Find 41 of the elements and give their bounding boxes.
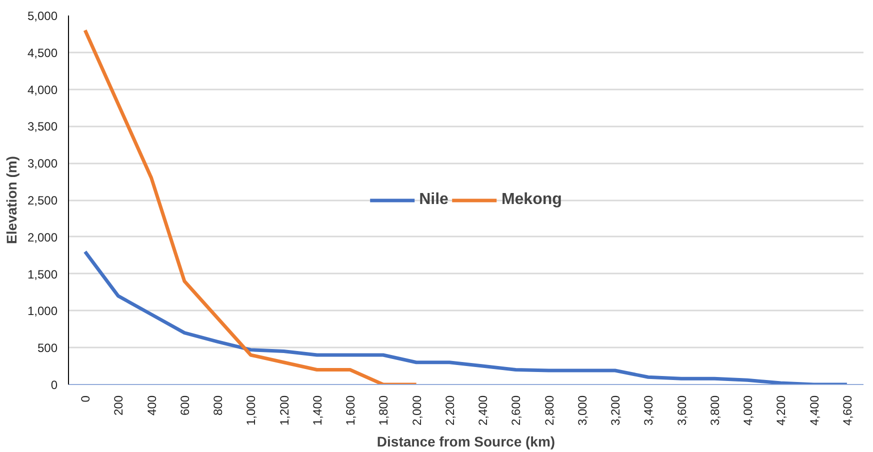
x-tick-label: 3,200 [608, 395, 623, 426]
y-tick-label: 500 [37, 341, 58, 356]
x-tick-label: 1,400 [310, 395, 324, 426]
x-tick-label: 1,800 [376, 395, 391, 426]
x-tick-label: 3,600 [674, 395, 689, 426]
x-tick-label: 2,000 [410, 395, 424, 426]
x-tick-label: 3,000 [575, 395, 590, 426]
x-tick-label: 1,200 [277, 395, 292, 426]
x-tick-label: 4,600 [840, 395, 854, 426]
x-tick-label: 1,600 [344, 395, 358, 426]
legend-label: Nile [419, 190, 448, 208]
x-tick-label: 3,400 [642, 395, 656, 426]
x-tick-label: 2,200 [442, 395, 457, 426]
x-tick-label: 0 [78, 395, 93, 402]
x-tick-label: 2,400 [476, 395, 490, 426]
x-tick-label: 1,000 [244, 395, 258, 426]
line-series [83, 28, 418, 384]
y-tick-label: 2,000 [27, 230, 58, 244]
x-tick-label: 2,600 [509, 395, 524, 426]
x-tick-label: 400 [144, 395, 159, 416]
x-tick-label: 2,800 [542, 395, 556, 426]
y-tick-label: 3,000 [27, 156, 58, 171]
x-axis-title: Distance from Source (km) [376, 434, 556, 450]
legend-label: Mekong [501, 190, 562, 208]
x-tick-label: 800 [211, 395, 226, 416]
y-tick-label: 0 [50, 378, 58, 392]
x-tick-label: 4,200 [774, 395, 788, 426]
x-tick-label: 4,000 [741, 395, 756, 426]
y-axis-title: Elevation (m) [3, 156, 20, 244]
x-tick-label: 3,800 [708, 395, 722, 426]
line-series [83, 250, 849, 384]
y-tick-label: 2,500 [27, 194, 58, 208]
x-tick-label: 200 [112, 395, 126, 416]
y-tick-label: 3,500 [27, 120, 58, 134]
y-tick-label: 5,000 [27, 9, 58, 23]
x-tick-label: 600 [178, 395, 192, 416]
y-tick-label: 1,500 [27, 267, 58, 282]
y-tick-label: 1,000 [27, 304, 58, 318]
y-tick-label: 4,000 [27, 82, 58, 97]
y-tick-label: 4,500 [27, 46, 58, 60]
x-tick-label: 4,400 [807, 395, 822, 426]
